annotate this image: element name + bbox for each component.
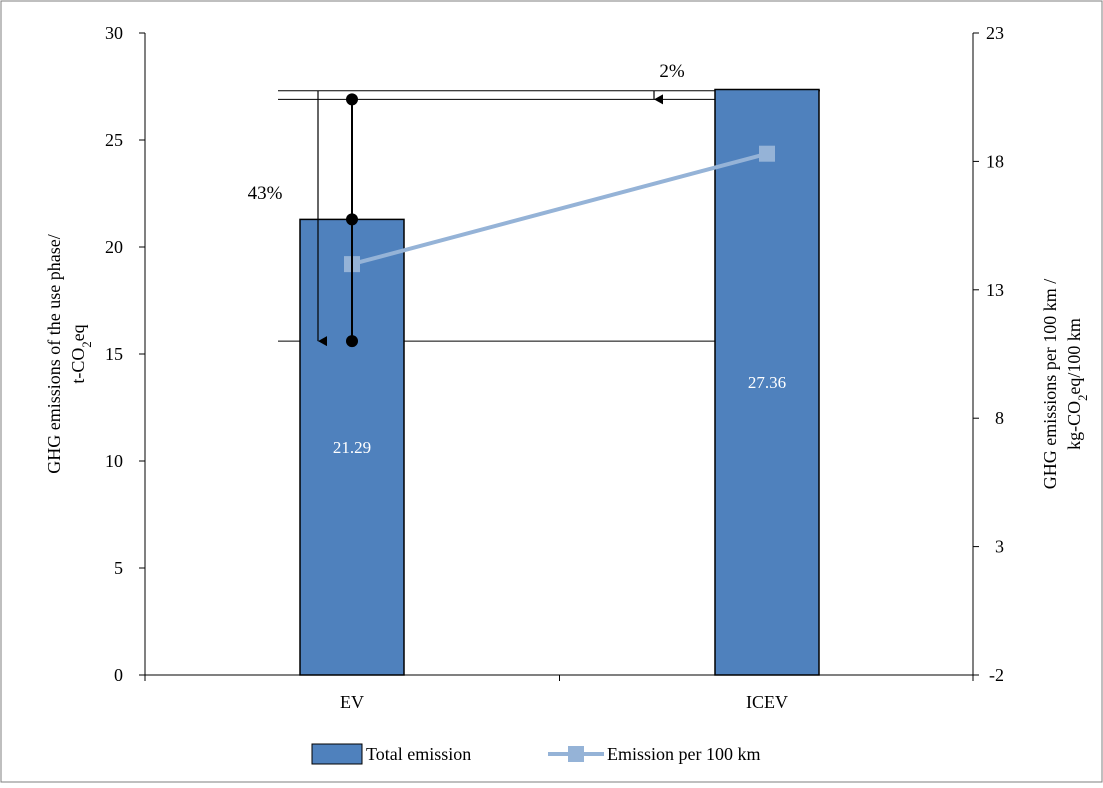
legend-swatch-total-emission: [311, 743, 363, 765]
y-right-tick-label: 18: [986, 151, 1004, 171]
annotation-label-2: 2%: [659, 61, 685, 82]
line-emission-per-100km: [351, 151, 768, 267]
y-left-axis-title: GHG emissions of the use phase/t-CO2eq: [44, 234, 94, 473]
bar-total-emission-icev: [714, 88, 820, 676]
y-left-tick-label: 10: [105, 451, 123, 471]
annotation-label-43: 43%: [248, 183, 283, 204]
error-range-point-0: [346, 335, 358, 348]
bar-value-label: 21.29: [333, 438, 371, 457]
axes-layer: [139, 32, 979, 681]
y-right-axis-title-line1: GHG emissions per 100 km /: [1040, 279, 1060, 490]
error-range-point-1: [346, 213, 358, 226]
text-layer: 21.29 27.36 0 5 10 15 20 25 30 -2 3 8 13 18 23 EV ICEV GH…: [44, 23, 1090, 712]
y-right-tick-label: 8: [995, 408, 1004, 428]
error-range-point-2: [346, 93, 358, 106]
line-marker-icev: [759, 145, 775, 162]
y-left-tick-label: 15: [105, 344, 123, 364]
y-left-tick-label: 30: [105, 23, 123, 43]
legend-label-total-emission: Total emission: [366, 744, 471, 764]
error-range-layer: [346, 93, 358, 348]
y-right-tick-label: 23: [986, 23, 1004, 43]
y-right-tick-label: 13: [986, 280, 1004, 300]
y-left-axis-title-line1: GHG emissions of the use phase/: [44, 234, 64, 473]
bars-layer: [299, 88, 820, 676]
y-right-axis-title: GHG emissions per 100 km / kg-CO2eq/100 k…: [1040, 279, 1090, 490]
y-left-tick-label: 0: [114, 665, 123, 685]
legend-label-emission-per-100km: Emission per 100 km: [607, 744, 761, 764]
bar-value-label: 27.36: [748, 373, 786, 392]
y-right-axis-title-line2: kg-CO2eq/100 km: [1064, 318, 1090, 450]
y-left-tick-label: 5: [114, 558, 123, 578]
y-right-tick-label: -2: [989, 665, 1004, 685]
y-left-tick-label: 25: [105, 130, 123, 150]
legend-marker-emission-per-100km: [568, 746, 584, 762]
annotations-layer: [317, 90, 663, 347]
y-right-tick-label: 3: [995, 537, 1004, 557]
x-tick-label: ICEV: [746, 692, 788, 712]
y-left-axis-title-line2: t-CO2eq: [68, 324, 94, 383]
y-left-tick-label: 20: [105, 237, 123, 257]
x-tick-label: EV: [340, 692, 364, 712]
legend: Total emission Emission per 100 km: [311, 743, 761, 765]
line-series-layer: [344, 145, 775, 273]
